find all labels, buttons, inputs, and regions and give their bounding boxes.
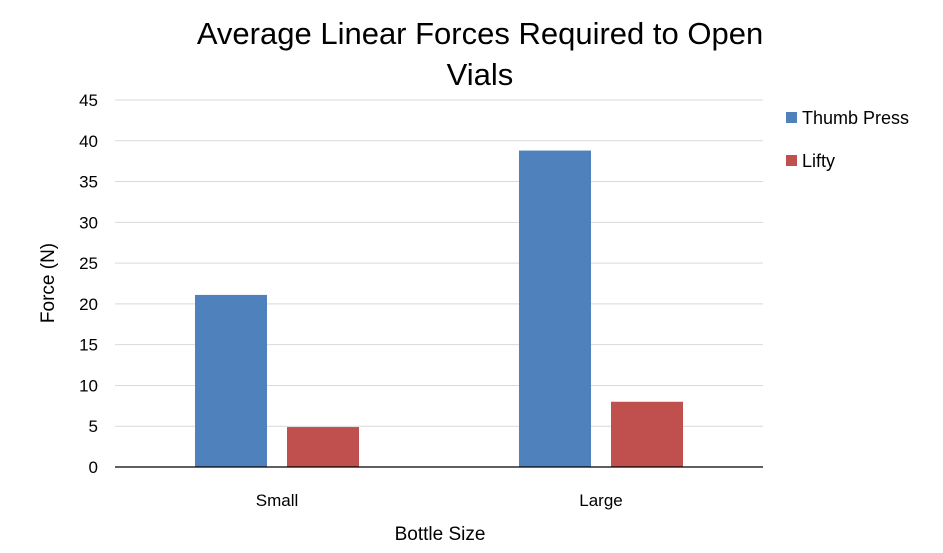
x-tick-label: Small [256, 491, 299, 510]
bars [195, 150, 683, 467]
x-axis-label: Bottle Size [395, 524, 486, 545]
legend-swatch [786, 155, 797, 166]
chart-title-line-2: Vials [447, 57, 514, 92]
y-axis-ticks: 0 5 10 15 20 25 30 35 40 45 [79, 91, 98, 477]
y-tick-label: 30 [79, 213, 98, 232]
x-tick-label: Large [579, 491, 622, 510]
legend: Thumb Press Lifty [786, 108, 909, 171]
bar-lifty-small [287, 427, 359, 467]
y-tick-label: 0 [89, 458, 98, 477]
bar-thumb-press-small [195, 294, 267, 467]
y-tick-label: 45 [79, 91, 98, 110]
legend-label: Lifty [802, 151, 835, 171]
y-tick-label: 20 [79, 295, 98, 314]
x-axis-ticks: Small Large [256, 491, 623, 510]
y-tick-label: 15 [79, 336, 98, 355]
y-tick-label: 40 [79, 132, 98, 151]
bar-thumb-press-large [519, 150, 591, 467]
chart-title: Average Linear Forces Required to Open V… [197, 16, 763, 92]
legend-swatch [786, 112, 797, 123]
y-tick-label: 5 [89, 417, 98, 436]
y-tick-label: 10 [79, 376, 98, 395]
y-tick-label: 35 [79, 173, 98, 192]
chart-title-line-1: Average Linear Forces Required to Open [197, 16, 763, 51]
legend-label: Thumb Press [802, 108, 909, 128]
bar-lifty-large [611, 401, 683, 467]
y-axis-label: Force (N) [38, 243, 59, 323]
y-tick-label: 25 [79, 254, 98, 273]
